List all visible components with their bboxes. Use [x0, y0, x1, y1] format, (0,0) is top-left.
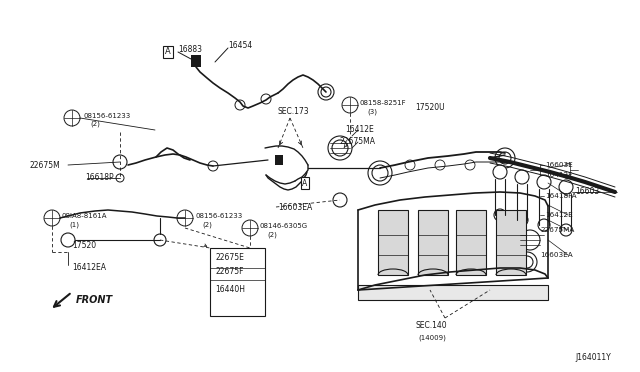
Text: 16418FA: 16418FA [545, 193, 577, 199]
Text: (14009): (14009) [418, 335, 446, 341]
Circle shape [332, 140, 348, 156]
Circle shape [235, 100, 245, 110]
Text: 08156-61233: 08156-61233 [195, 213, 243, 219]
Text: 16440H: 16440H [215, 285, 245, 295]
Circle shape [154, 234, 166, 246]
Circle shape [435, 160, 445, 170]
Circle shape [517, 252, 537, 272]
Text: 16412EA: 16412EA [72, 263, 106, 273]
Text: 16412E: 16412E [345, 125, 374, 135]
Text: 16412E: 16412E [545, 212, 573, 218]
Text: 22675MA: 22675MA [540, 227, 574, 233]
Text: 08158-8251F: 08158-8251F [360, 100, 406, 106]
Text: 22675F: 22675F [215, 267, 243, 276]
Text: 17520: 17520 [72, 241, 96, 250]
Bar [275, 155, 283, 165]
Circle shape [520, 230, 540, 250]
Circle shape [61, 233, 75, 247]
Text: 22675M: 22675M [30, 160, 61, 170]
Text: A: A [302, 179, 308, 187]
Text: (1): (1) [69, 222, 79, 228]
Circle shape [328, 136, 352, 160]
Text: SEC.140: SEC.140 [415, 321, 447, 330]
Text: 08156-61233: 08156-61233 [83, 113, 131, 119]
Text: 16603EA: 16603EA [540, 252, 573, 258]
Text: SEC.173: SEC.173 [278, 108, 310, 116]
Circle shape [113, 155, 127, 169]
Text: 16412F: 16412F [545, 172, 572, 178]
Circle shape [261, 94, 271, 104]
Text: A: A [165, 48, 171, 57]
Text: 08146-6305G: 08146-6305G [260, 223, 308, 229]
Text: J164011Y: J164011Y [575, 353, 611, 362]
Circle shape [177, 210, 193, 226]
Circle shape [321, 87, 331, 97]
Bar [496, 210, 526, 275]
Text: 16883: 16883 [178, 45, 202, 55]
Bar [358, 285, 548, 300]
Circle shape [333, 193, 347, 207]
Text: (2): (2) [90, 121, 100, 127]
Text: 08IA8-8161A: 08IA8-8161A [62, 213, 108, 219]
Text: 16454: 16454 [228, 42, 252, 51]
Circle shape [495, 148, 515, 168]
Circle shape [493, 165, 507, 179]
Circle shape [342, 97, 358, 113]
Circle shape [537, 175, 551, 189]
Circle shape [538, 219, 550, 231]
Text: 16603: 16603 [575, 187, 599, 196]
Bar [418, 210, 448, 275]
Bar [378, 210, 408, 275]
Circle shape [64, 110, 80, 126]
Circle shape [368, 161, 392, 185]
Bar [210, 248, 265, 316]
Circle shape [494, 209, 506, 221]
Text: (2): (2) [202, 222, 212, 228]
Circle shape [44, 210, 60, 226]
Circle shape [465, 160, 475, 170]
Circle shape [405, 160, 415, 170]
Circle shape [515, 170, 529, 184]
Text: (3): (3) [367, 109, 377, 115]
Text: 22675E: 22675E [215, 253, 244, 263]
Text: (2): (2) [267, 232, 277, 238]
Text: 16603EA: 16603EA [278, 202, 312, 212]
Circle shape [516, 214, 528, 226]
Text: 22675MA: 22675MA [340, 138, 376, 147]
Circle shape [499, 152, 511, 164]
Circle shape [559, 180, 573, 194]
Circle shape [372, 165, 388, 181]
Text: 17520U: 17520U [415, 103, 445, 112]
Bar [191, 55, 201, 67]
Circle shape [560, 224, 572, 236]
Circle shape [208, 161, 218, 171]
Text: 16603E: 16603E [545, 162, 573, 168]
Circle shape [318, 84, 334, 100]
Circle shape [521, 256, 533, 268]
Text: 16618P: 16618P [85, 173, 114, 183]
Bar [456, 210, 486, 275]
Text: FRONT: FRONT [76, 295, 113, 305]
Circle shape [116, 174, 124, 182]
Circle shape [242, 220, 258, 236]
